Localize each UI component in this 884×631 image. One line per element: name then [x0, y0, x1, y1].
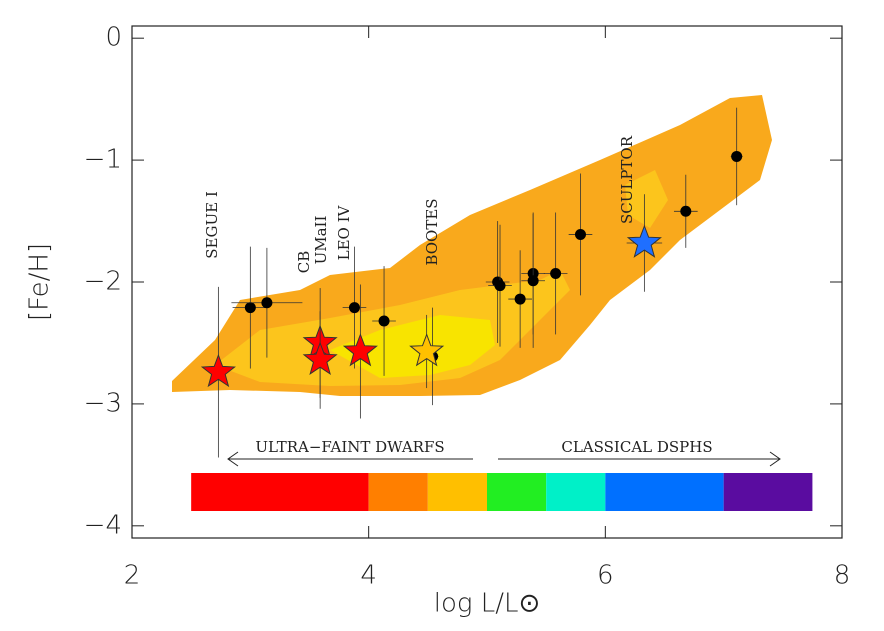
- star-point: [200, 353, 236, 388]
- point: [261, 297, 273, 309]
- y-tick-label: 0: [105, 23, 122, 53]
- annotation: UMaII: [312, 216, 330, 265]
- point: [731, 150, 743, 162]
- star-point: [626, 224, 662, 258]
- point: [680, 205, 692, 217]
- colorbar-segment: [427, 473, 487, 511]
- annotation: LEO IV: [335, 204, 353, 260]
- contours: [172, 95, 772, 396]
- colorbar-segment: [605, 473, 724, 511]
- y-tick-label: −4: [84, 510, 122, 540]
- arrow: [227, 451, 473, 467]
- y-tick-label: −2: [84, 267, 122, 297]
- point: [527, 275, 539, 287]
- colorbar-segment: [723, 473, 813, 511]
- annotation: CB: [295, 251, 313, 274]
- x-tick-label: 8: [834, 561, 851, 591]
- y-tick-label: −3: [84, 388, 122, 418]
- point: [494, 280, 506, 292]
- point: [244, 302, 256, 314]
- annotation: ULTRA−FAINT DWARFS: [255, 438, 444, 456]
- colorbar-segment: [487, 473, 547, 511]
- arrows: [227, 451, 781, 467]
- y-tick-label: −1: [84, 145, 122, 175]
- x-tick-label: 4: [360, 561, 377, 591]
- annotation: CLASSICAL DSPHS: [561, 438, 712, 456]
- colorbar-segment: [368, 473, 428, 511]
- arrow: [498, 451, 781, 467]
- y-axis-label: [Fe/H]: [25, 243, 55, 321]
- contour-middle: [625, 170, 668, 228]
- star-point: [302, 341, 338, 375]
- star-point: [342, 333, 378, 367]
- point: [348, 302, 360, 314]
- marks: [200, 107, 743, 458]
- annotation: BOOTES: [423, 198, 441, 265]
- star-point: [409, 333, 445, 367]
- point: [574, 228, 586, 240]
- point: [378, 315, 390, 327]
- x-tick-label: 2: [124, 561, 141, 591]
- annotation: SEGUE I: [203, 191, 221, 259]
- annotation: SCULPTOR: [618, 135, 636, 224]
- point: [514, 293, 526, 305]
- colorbar-segment: [191, 473, 369, 511]
- x-axis-label: log L/L⊙: [434, 589, 541, 619]
- point: [550, 267, 562, 279]
- colorbar-segment: [546, 473, 606, 511]
- x-tick-label: 6: [597, 561, 614, 591]
